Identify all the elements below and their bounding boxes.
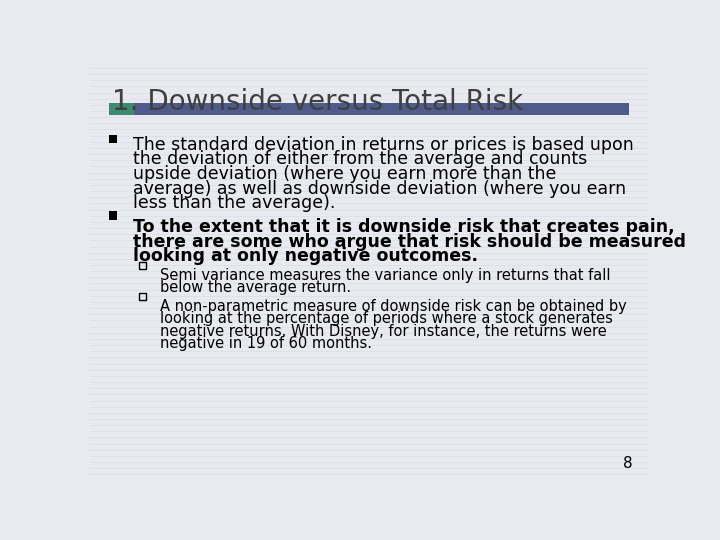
Text: there are some who argue that risk should be measured: there are some who argue that risk shoul… — [132, 233, 685, 251]
Text: negative returns. With Disney, for instance, the returns were: negative returns. With Disney, for insta… — [160, 323, 606, 339]
Bar — [109, 211, 117, 220]
Text: The standard deviation in returns or prices is based upon: The standard deviation in returns or pri… — [132, 136, 634, 154]
Text: 1. Downside versus Total Risk: 1. Downside versus Total Risk — [112, 88, 523, 116]
Text: Semi variance measures the variance only in returns that fall: Semi variance measures the variance only… — [160, 268, 611, 283]
Text: the deviation of either from the average and counts: the deviation of either from the average… — [132, 150, 587, 168]
Bar — [139, 293, 145, 300]
Text: To the extent that it is downside risk that creates pain,: To the extent that it is downside risk t… — [132, 218, 674, 236]
Bar — [109, 103, 134, 115]
Bar — [134, 103, 629, 115]
Text: less than the average).: less than the average). — [132, 194, 335, 212]
Text: A non-parametric measure of downside risk can be obtained by: A non-parametric measure of downside ris… — [160, 299, 626, 314]
Text: looking at the percentage of periods where a stock generates: looking at the percentage of periods whe… — [160, 311, 613, 326]
Bar — [109, 135, 117, 143]
Text: negative in 19 of 60 months.: negative in 19 of 60 months. — [160, 336, 372, 351]
Text: below the average return.: below the average return. — [160, 280, 351, 295]
Text: average) as well as downside deviation (where you earn: average) as well as downside deviation (… — [132, 179, 626, 198]
Text: looking at only negative outcomes.: looking at only negative outcomes. — [132, 247, 477, 265]
Text: 8: 8 — [623, 456, 632, 471]
Text: upside deviation (where you earn more than the: upside deviation (where you earn more th… — [132, 165, 556, 183]
Bar — [139, 262, 145, 269]
